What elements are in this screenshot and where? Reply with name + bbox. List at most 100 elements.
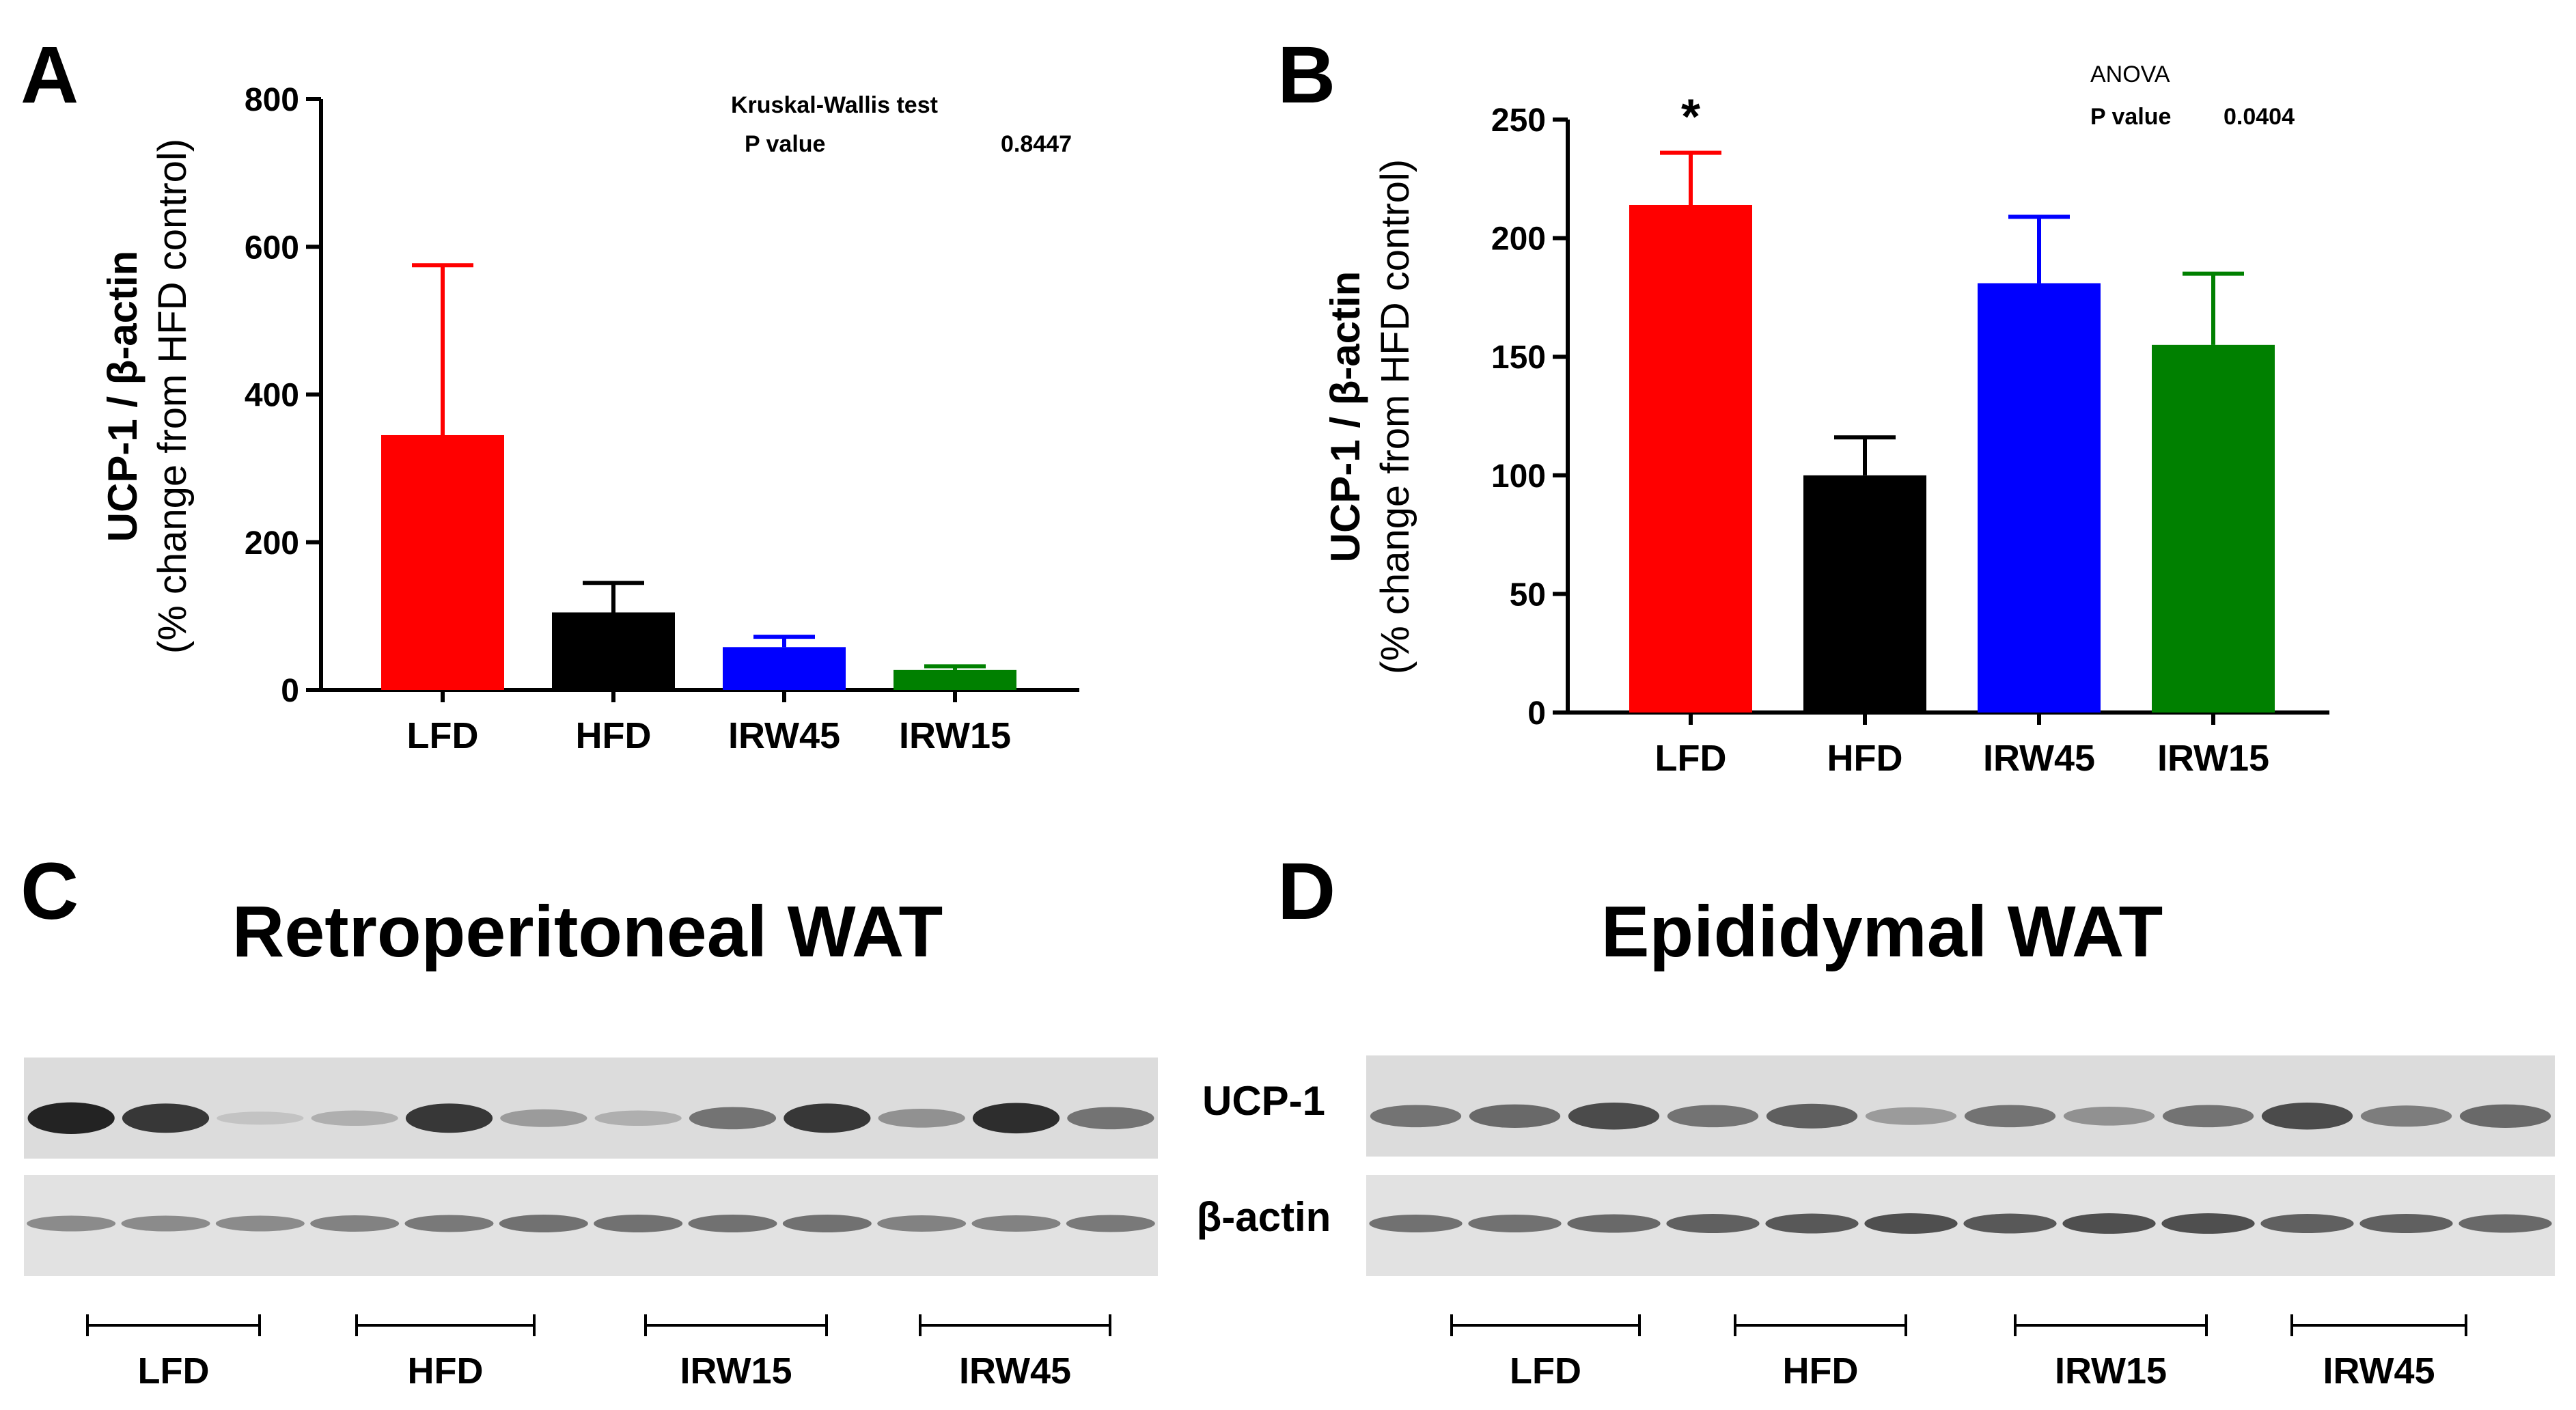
blot-d-ucp1-strip [1366, 1055, 2555, 1157]
chart-a-p-label: P value [745, 131, 825, 157]
blot-d-actin-band [2359, 1214, 2453, 1234]
blot-c-ucp1-band [878, 1109, 965, 1128]
blot-d-ucp1-band [2162, 1105, 2254, 1128]
chart-b-ylabel-sub: (% change from HFD control) [1373, 159, 1417, 674]
blot-d-actin-band [1567, 1214, 1661, 1233]
chart-b-y-tick-label: 200 [1491, 221, 1546, 258]
blot-d-ucp1-band [1667, 1105, 1759, 1128]
blot-d-actin-band [1765, 1213, 1859, 1234]
blot-d: LFD HFD IRW15 IRW45 [1366, 1055, 2555, 1392]
chart-a-x-tick-label: LFD [407, 715, 479, 756]
blot-d-actin-band [1963, 1213, 2057, 1234]
blot-d-group-label: HFD [1783, 1351, 1859, 1392]
chart-a-y-tick-label: 0 [281, 673, 299, 709]
chart-b-p-label: P value [2090, 104, 2171, 130]
chart-a-ylabel-sub: (% change from HFD control) [150, 139, 195, 654]
blot-d-title: Epididymal WAT [1601, 891, 2163, 972]
chart-b-y-tick-label: 0 [1527, 695, 1546, 732]
blot-c-ucp1-band [27, 1102, 115, 1134]
blot-d-actin-band [1369, 1215, 1463, 1233]
blot-c-group-label: IRW45 [959, 1351, 1071, 1392]
panel-letter-d: D [1277, 846, 1335, 937]
chart-b-y-tick-label: 150 [1491, 340, 1546, 376]
chart-b-bar-irw15 [2152, 344, 2275, 713]
band-label-actin: β-actin [1197, 1194, 1331, 1240]
chart-b-p-value: 0.0404 [2224, 104, 2295, 130]
chart-a-y-tick-label: 600 [245, 230, 299, 266]
chart-a-y-tick-label: 800 [245, 82, 299, 118]
panel-letter-c: C [20, 846, 79, 937]
chart-b-x-tick-label: IRW15 [2157, 738, 2269, 779]
chart-b-ylabel-main: UCP-1 / β-actin [1322, 271, 1368, 563]
chart-a-x-tick-label: IRW45 [728, 715, 840, 756]
blot-c-ucp1-band [405, 1103, 493, 1133]
blot-d-ucp1-band [2459, 1104, 2551, 1129]
blot-d-group-label: IRW45 [2323, 1351, 2435, 1392]
blot-c-ucp1-band [217, 1111, 304, 1125]
blot-d-actin-band [2459, 1214, 2552, 1233]
chart-b-significance-marker: * [1681, 90, 1700, 145]
blot-d-ucp1-band [2360, 1105, 2452, 1127]
blot-d-actin-strip [1366, 1175, 2555, 1276]
chart-b-y-tick-label: 250 [1491, 102, 1546, 139]
blot-c-actin-band [310, 1215, 400, 1232]
blot-c-actin-band [404, 1215, 494, 1232]
blot-c-ucp1-band [1067, 1107, 1154, 1130]
blot-c-ucp1-band [594, 1110, 682, 1126]
chart-a-p-value: 0.8447 [1001, 131, 1072, 157]
chart-b: UCP-1 / β-actin (% change from HFD contr… [1322, 61, 2329, 779]
blot-c-actin-band [688, 1215, 777, 1233]
chart-a: UCP-1 / β-actin (% change from HFD contr… [100, 82, 1079, 756]
panel-letter-a: A [20, 30, 79, 120]
chart-a-bar-hfd [552, 612, 675, 690]
chart-b-x-tick-label: IRW45 [1983, 738, 2095, 779]
blot-c-ucp1-band [972, 1103, 1060, 1134]
band-label-ucp1: UCP-1 [1202, 1078, 1325, 1124]
blot-d-group-label: LFD [1510, 1351, 1581, 1392]
blot-c-actin-band [499, 1215, 588, 1233]
blot-d-ucp1-band [2261, 1103, 2353, 1130]
chart-a-bar-lfd [381, 434, 504, 690]
chart-b-bar-hfd [1803, 475, 1926, 713]
chart-b-bar-lfd [1629, 204, 1752, 713]
chart-a-x-tick-label: HFD [576, 715, 652, 756]
panel-letter-b: B [1277, 30, 1335, 120]
chart-a-y-tick-label: 400 [245, 378, 299, 414]
chart-a-x-tick-label: IRW15 [899, 715, 1011, 756]
blot-d-actin-band [2161, 1213, 2255, 1234]
blot-c-actin-band [1066, 1215, 1155, 1232]
blot-d-ucp1-band [1469, 1104, 1561, 1129]
blot-c-actin-band [121, 1215, 210, 1232]
blot-d-actin-band [2260, 1214, 2354, 1234]
blot-c-ucp1-band [784, 1103, 871, 1133]
blot-c-ucp1-band [689, 1107, 777, 1130]
blot-c-actin-band [877, 1215, 967, 1232]
blot-c-group-label: HFD [408, 1351, 484, 1392]
blot-c-actin-band [782, 1215, 872, 1233]
blot-d-ucp1-band [1964, 1105, 2056, 1128]
chart-b-y-tick-label: 50 [1510, 577, 1546, 613]
blot-d-group-label: IRW15 [2055, 1351, 2167, 1392]
blot-d-ucp1-band [1568, 1103, 1660, 1130]
blot-c-group-label: IRW15 [680, 1351, 792, 1392]
chart-b-x-tick-label: HFD [1827, 738, 1903, 779]
chart-a-bar-irw15 [894, 669, 1016, 690]
blot-c-actin-band [27, 1215, 116, 1232]
chart-b-bar-irw45 [1978, 283, 2101, 713]
blot-c-actin-band [594, 1215, 683, 1233]
blot-c-ucp1-band [311, 1110, 398, 1126]
blot-c-ucp1-band [122, 1103, 210, 1133]
blot-c-ucp1-band [500, 1109, 587, 1127]
blot-d-ucp1-band [1865, 1107, 1957, 1125]
chart-b-stat-test: ANOVA [2090, 61, 2170, 87]
blot-d-ucp1-band [1370, 1105, 1462, 1128]
blot-d-ucp1-band [2063, 1107, 2155, 1126]
blot-c-actin-band [971, 1215, 1061, 1232]
chart-a-stat-test: Kruskal-Wallis test [731, 92, 938, 118]
blot-c-actin-band [215, 1215, 305, 1232]
blot-d-actin-band [1864, 1213, 1958, 1234]
blot-c-actin-strip [24, 1175, 1158, 1276]
chart-b-x-tick-label: LFD [1655, 738, 1727, 779]
chart-b-y-tick-label: 100 [1491, 458, 1546, 495]
